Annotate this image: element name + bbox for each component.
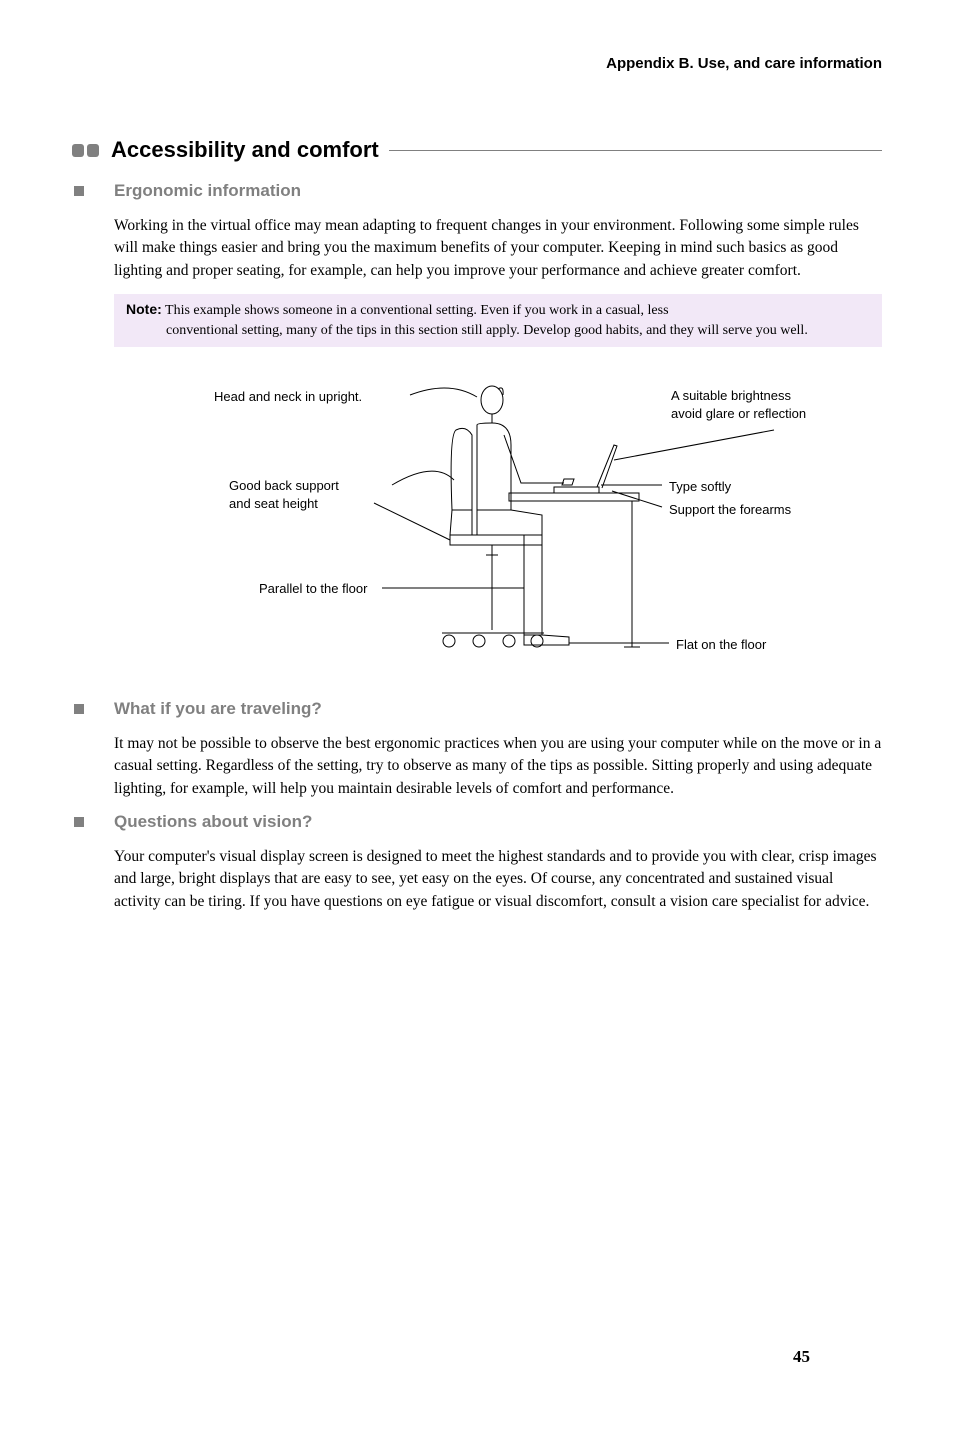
page-number: 45 bbox=[793, 1347, 810, 1367]
diagram-label-brightness-2: avoid glare or reflection bbox=[671, 405, 806, 423]
sub-heading-row: Ergonomic information bbox=[72, 181, 882, 201]
main-section: Accessibility and comfort Ergonomic info… bbox=[72, 137, 882, 913]
body-paragraph: It may not be possible to observe the be… bbox=[114, 733, 882, 800]
main-heading-bullets bbox=[72, 144, 99, 157]
sub-heading-text: Questions about vision? bbox=[114, 812, 312, 832]
diagram-label-forearms: Support the forearms bbox=[669, 501, 791, 519]
diagram-label-brightness-1: A suitable brightness bbox=[671, 387, 791, 405]
square-bullet-icon bbox=[74, 186, 84, 196]
ergonomic-diagram: Head and neck in upright. Good back supp… bbox=[114, 375, 882, 675]
main-heading-text: Accessibility and comfort bbox=[111, 137, 379, 163]
diagram-label-head-neck: Head and neck in upright. bbox=[214, 388, 362, 406]
note-text: This example shows someone in a conventi… bbox=[162, 303, 669, 318]
note-text-continued: conventional setting, many of the tips i… bbox=[166, 321, 870, 341]
sub-heading-row: Questions about vision? bbox=[72, 812, 882, 832]
square-bullet-icon bbox=[74, 704, 84, 714]
body-paragraph: Working in the virtual office may mean a… bbox=[114, 215, 882, 282]
appendix-header: Appendix B. Use, and care information bbox=[72, 55, 882, 72]
sub-heading-text: Ergonomic information bbox=[114, 181, 301, 201]
diagram-label-flat-floor: Flat on the floor bbox=[676, 636, 766, 654]
sub-heading-text: What if you are traveling? bbox=[114, 699, 322, 719]
bullet-icon bbox=[72, 144, 84, 157]
main-heading-row: Accessibility and comfort bbox=[72, 137, 882, 163]
sub-heading-row: What if you are traveling? bbox=[72, 699, 882, 719]
diagram-label-back-support-2: and seat height bbox=[229, 495, 318, 513]
page-container: Appendix B. Use, and care information Ac… bbox=[72, 55, 882, 1407]
note-label: Note: bbox=[126, 301, 162, 317]
bullet-icon bbox=[87, 144, 99, 157]
diagram-label-parallel: Parallel to the floor bbox=[259, 580, 367, 598]
heading-rule bbox=[389, 150, 882, 151]
square-bullet-icon bbox=[74, 817, 84, 827]
note-box: Note: This example shows someone in a co… bbox=[114, 294, 882, 346]
diagram-label-type-softly: Type softly bbox=[669, 478, 731, 496]
body-paragraph: Your computer's visual display screen is… bbox=[114, 846, 882, 913]
diagram-label-back-support-1: Good back support bbox=[229, 477, 339, 495]
